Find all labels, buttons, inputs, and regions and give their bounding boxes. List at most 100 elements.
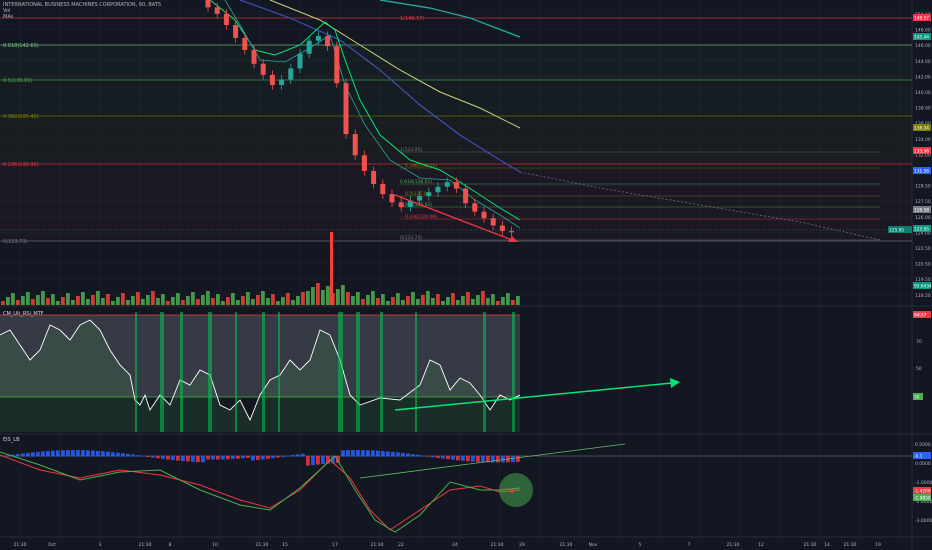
macd-histogram-bar [156, 456, 160, 459]
volume-bar [501, 297, 505, 305]
macd-histogram-bar [316, 456, 320, 465]
macd-histogram-bar [441, 456, 445, 459]
macd-histogram-bar [236, 456, 240, 459]
volume-bar [416, 299, 420, 305]
volume-bar [321, 290, 325, 305]
fib-level-label: 0(123.73) [3, 239, 28, 245]
macd-histogram-bar [361, 450, 365, 457]
rsi-oversold-bar [483, 312, 486, 432]
fib-level-label: 1(149.57) [400, 16, 425, 22]
macd-histogram-bar [501, 456, 505, 463]
volume-bar [26, 292, 30, 305]
macd-histogram-bar [291, 455, 295, 457]
macd-histogram-bar [381, 451, 385, 457]
volume-bar [271, 294, 275, 305]
ema-100-line [269, 0, 521, 129]
fib2-level-label: 0.5(127.04) [405, 191, 432, 197]
fib-band [0, 45, 912, 80]
time-axis-label: 24 [452, 542, 458, 548]
macd-histogram-bar [211, 456, 215, 460]
volume-bar [496, 301, 500, 305]
ma-legend[interactable]: MAs [3, 14, 14, 20]
macd-histogram-bar [131, 454, 135, 457]
volume-bar [106, 294, 110, 305]
fib2-level-label: 0.382(126.92) [400, 202, 432, 208]
ema-200-line [379, 0, 521, 38]
candle-body [223, 13, 229, 25]
rsi-band [0, 315, 520, 397]
macd-histogram-bar [496, 456, 500, 463]
volume-bar [31, 299, 35, 305]
time-axis-label: 7 [688, 542, 691, 548]
volume-bar [336, 289, 340, 305]
macd-histogram-bar [46, 450, 50, 457]
volume-bar [436, 294, 440, 305]
price-tag [913, 147, 931, 154]
macd-histogram-bar [266, 456, 270, 459]
time-axis-label: 5 [639, 542, 642, 548]
volume-bar [301, 292, 305, 305]
macd-histogram-bar [256, 456, 260, 460]
macd-histogram-bar [171, 456, 175, 461]
fib2-level-label: 0(123.73) [400, 235, 422, 241]
macd-histogram-bar [346, 450, 350, 457]
volume-bar [36, 295, 40, 305]
volume-bar [461, 296, 465, 305]
candle-body [435, 186, 441, 193]
volume-bar [131, 296, 135, 305]
macd-histogram-bar [406, 453, 410, 457]
macd-histogram-bar [426, 456, 430, 457]
volume-bar [1, 301, 5, 305]
macd-histogram-bar [311, 456, 315, 466]
volume-bar [376, 298, 380, 305]
time-axis-label: 21:30 [14, 542, 27, 548]
volume-bar [241, 296, 245, 305]
volume-bar [96, 291, 100, 305]
candle-body [214, 7, 220, 14]
macd-histogram-bar [196, 456, 200, 463]
macd-title[interactable]: EIS_LB [3, 437, 20, 443]
macd-histogram-bar [491, 456, 495, 463]
volume-bar [221, 301, 225, 305]
macd-histogram-bar [56, 450, 60, 457]
volume-bar [361, 299, 365, 305]
price-tag-text: 136.34 [914, 126, 929, 132]
volume-bar [211, 298, 215, 305]
rsi-axis-tag-text: 30 [914, 395, 920, 401]
candle-body [417, 195, 423, 201]
volume-bar [431, 298, 435, 305]
candle-body [233, 24, 239, 38]
macd-histogram-bar [306, 456, 310, 466]
macd-histogram-bar [216, 456, 220, 460]
price-axis-tick: 148.00 [915, 28, 931, 34]
candle-body [509, 231, 515, 233]
macd-histogram-bar [126, 453, 130, 457]
rsi-oversold-bar [208, 312, 212, 432]
volume-bar [341, 285, 345, 305]
macd-axis-tick: -1.0000 [915, 480, 932, 486]
symbol-title: INTERNATIONAL BUSINESS MACHINES CORPORAT… [3, 2, 162, 8]
price-tag [913, 206, 931, 213]
price-tag [913, 124, 931, 131]
volume-bar [161, 294, 165, 305]
volume-bar [406, 296, 410, 305]
rsi-title[interactable]: CM_Ult_RSI_MTF [3, 311, 44, 317]
macd-histogram-bar [321, 456, 325, 465]
fib2-level-label: 0.618(128.61) [400, 179, 432, 185]
macd-trend-line [359, 443, 626, 479]
volume-legend[interactable]: Vol [3, 8, 11, 14]
fib2-level-label: 1(133.95) [400, 147, 422, 153]
macd-histogram-bar [261, 456, 265, 460]
time-axis-label: 21:30 [371, 542, 384, 548]
volume-bar [441, 301, 445, 305]
macd-histogram-bar [251, 456, 255, 461]
volume-bar [126, 300, 130, 305]
volume-bar [71, 300, 75, 305]
time-axis-label: 19 [875, 542, 881, 548]
macd-histogram-bar [401, 452, 405, 457]
rsi-oversold-fill [0, 320, 520, 432]
volume-bar [261, 291, 265, 305]
macd-histogram-bar [161, 456, 165, 459]
